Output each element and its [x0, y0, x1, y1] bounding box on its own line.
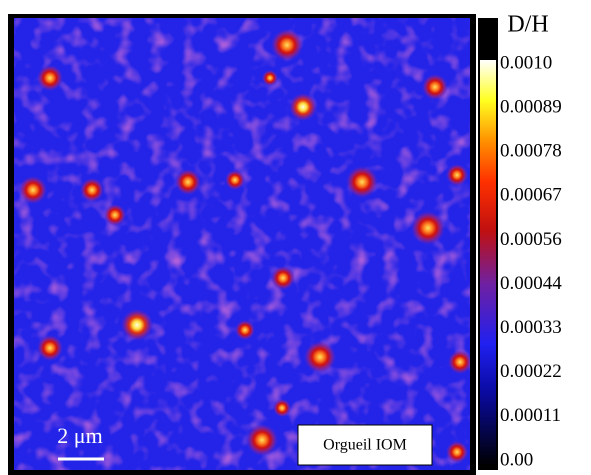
- colorbar-tick-label: 0.00022: [500, 361, 562, 382]
- sample-label-box: [297, 424, 433, 466]
- colorbar-tick-label: 0.00044: [500, 273, 562, 294]
- colorbar-tick-label: 0.00078: [500, 141, 562, 162]
- sample-label: Orgueil IOM: [323, 437, 407, 454]
- colorbar-tick-label: 0.00033: [500, 317, 562, 338]
- hot-spots: [19, 29, 470, 463]
- colorbar: [480, 60, 496, 466]
- colorbar-tick-label: 0.00011: [500, 405, 561, 426]
- scale-bar-label: 2 μm: [57, 423, 102, 448]
- colorbar-tick-label: 0.00089: [500, 96, 562, 117]
- colorbar-tick-label: 0.00056: [500, 229, 562, 250]
- colorbar-tick-label: 0.00: [500, 449, 533, 470]
- colorbar-tick-label: 0.0010: [500, 52, 552, 73]
- dh-map: 2 μm Orgueil IOM: [14, 18, 470, 470]
- colorbar-tick-label: 0.00067: [500, 185, 562, 206]
- colorbar-title: D/H: [507, 12, 548, 38]
- colorbar-ticks: 0.0010 0.00089 0.00078 0.00067 0.00056 0.0004…: [500, 52, 562, 470]
